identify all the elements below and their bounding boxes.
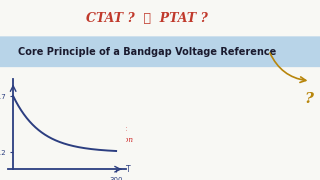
FancyBboxPatch shape [0, 36, 320, 67]
Text: CTAT ?  🤔  PTAT ?: CTAT ? 🤔 PTAT ? [86, 12, 208, 25]
Text: }: } [91, 125, 102, 143]
Text: T: T [126, 165, 131, 174]
Text: variation: variation [101, 136, 134, 143]
Text: neglect: neglect [101, 125, 128, 133]
Text: Core Principle of a Bandgap Voltage Reference: Core Principle of a Bandgap Voltage Refe… [18, 47, 276, 57]
Text: ?: ? [304, 92, 313, 106]
